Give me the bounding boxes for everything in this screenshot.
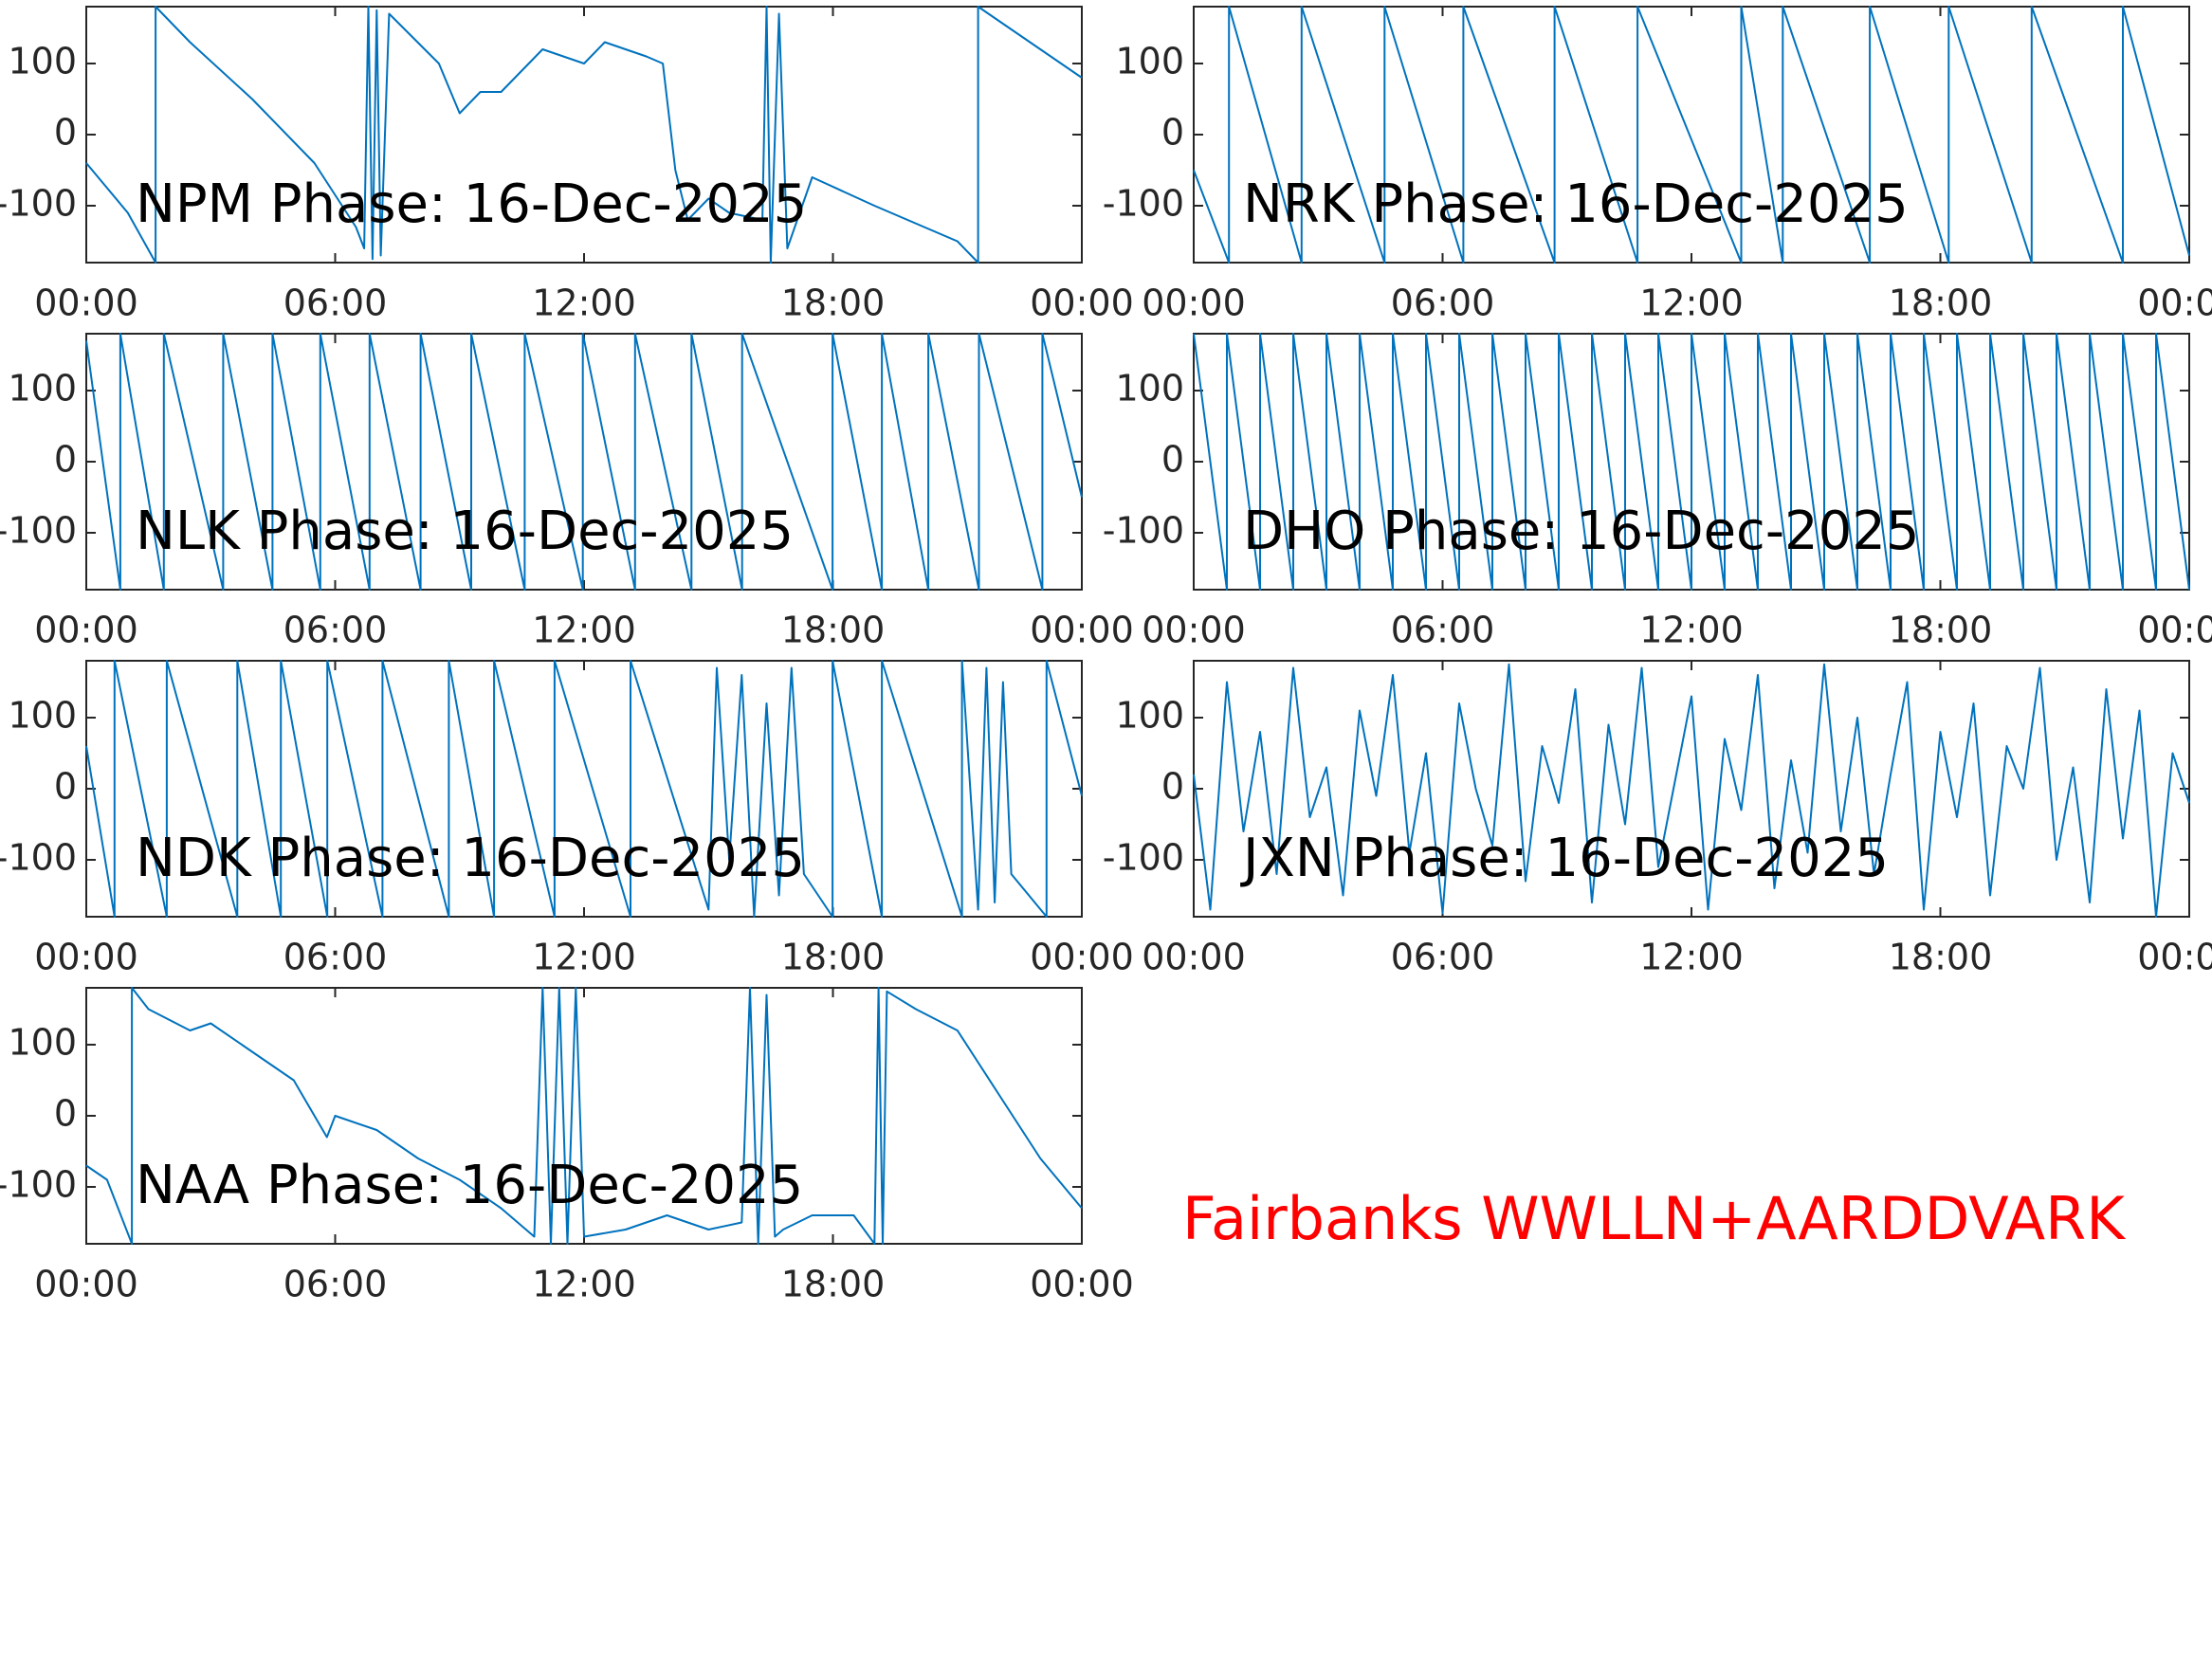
subplot-title: NDK Phase: 16-Dec-2025 [136,828,805,889]
x-tick-label: 00:00 [1030,283,1134,324]
x-tick-label: 00:00 [34,610,138,651]
y-tick-label: 100 [1115,41,1184,82]
phase-line [1193,6,2190,264]
y-tick-label: -100 [0,1164,77,1206]
x-tick-label: 12:00 [532,937,636,978]
subplot: -100 0 100 00:00 06:00 12:00 18:00 00:00 NAA Pha… [0,987,1134,1305]
y-tick-label: 100 [8,1022,77,1064]
x-tick-label: 18:00 [1889,610,1993,651]
x-tick-label: 00:00 [2137,283,2212,324]
subplot-title: NPM Phase: 16-Dec-2025 [136,173,807,235]
x-tick-label: 00:00 [1030,610,1134,651]
y-tick-label: 100 [1115,368,1184,410]
x-tick-label: 00:00 [1142,610,1246,651]
y-tick-label: -100 [1103,510,1184,552]
y-tick-label: 0 [1161,112,1184,154]
x-tick-label: 18:00 [1889,937,1993,978]
y-tick-label: 100 [8,695,77,737]
subplot-title: DHO Phase: 16-Dec-2025 [1243,501,1920,562]
phase-line [85,660,1083,918]
subplot-title: NLK Phase: 16-Dec-2025 [136,501,794,562]
y-tick-label: 0 [54,439,77,481]
y-tick-label: 0 [1161,766,1184,808]
phase-line [85,987,1083,1245]
x-tick-label: 12:00 [532,610,636,651]
x-tick-label: 06:00 [283,283,388,324]
x-tick-label: 12:00 [1639,937,1744,978]
x-tick-label: 06:00 [283,937,388,978]
y-tick-label: -100 [0,837,77,879]
phase-line [1193,333,2190,591]
x-tick-label: 00:00 [1142,283,1246,324]
x-tick-label: 00:00 [34,283,138,324]
y-tick-label: -100 [0,510,77,552]
x-tick-label: 18:00 [781,937,886,978]
y-tick-label: -100 [0,183,77,225]
y-tick-label: 0 [54,1093,77,1135]
x-tick-label: 18:00 [781,283,886,324]
y-tick-label: -100 [1103,837,1184,879]
subplot: -100 0 100 00:00 06:00 12:00 18:00 00:00 NRK Pha… [1103,6,2212,324]
x-tick-label: 00:00 [1142,937,1246,978]
x-tick-label: 12:00 [1639,610,1744,651]
x-tick-label: 12:00 [1639,283,1744,324]
x-tick-label: 00:00 [1030,937,1134,978]
x-tick-label: 06:00 [1391,283,1495,324]
y-tick-label: 100 [8,41,77,82]
x-tick-label: 12:00 [532,1264,636,1305]
x-tick-label: 06:00 [283,610,388,651]
annotation: Fairbanks WWLLN+AARDDVARK [1182,1184,2126,1253]
y-tick-label: 100 [8,368,77,410]
x-tick-label: 00:00 [1030,1264,1134,1305]
x-tick-label: 06:00 [1391,610,1495,651]
x-tick-label: 00:00 [2137,610,2212,651]
x-tick-label: 06:00 [283,1264,388,1305]
x-tick-label: 00:00 [34,1264,138,1305]
subplot-title: JXN Phase: 16-Dec-2025 [1240,828,1889,889]
x-tick-label: 18:00 [781,1264,886,1305]
subplot: -100 0 100 00:00 06:00 12:00 18:00 00:00 NLK Pha… [0,333,1134,651]
x-tick-label: 18:00 [1889,283,1993,324]
y-tick-label: 0 [1161,439,1184,481]
x-tick-label: 00:00 [34,937,138,978]
subplot: -100 0 100 00:00 06:00 12:00 18:00 00:00 JXN Pha… [1103,660,2212,978]
y-tick-label: 0 [54,766,77,808]
x-tick-label: 12:00 [532,283,636,324]
subplot: -100 0 100 00:00 06:00 12:00 18:00 00:00 DHO Pha… [1103,333,2212,651]
phase-line [85,6,1083,264]
phase-line [85,333,1083,591]
y-tick-label: -100 [1103,183,1184,225]
x-tick-label: 06:00 [1391,937,1495,978]
subplot-title: NRK Phase: 16-Dec-2025 [1243,173,1909,235]
x-tick-label: 00:00 [2137,937,2212,978]
subplot: -100 0 100 00:00 06:00 12:00 18:00 00:00 NDK Pha… [0,660,1134,978]
subplot: -100 0 100 00:00 06:00 12:00 18:00 00:00 NPM Pha… [0,6,1134,324]
y-tick-label: 100 [1115,695,1184,737]
x-tick-label: 18:00 [781,610,886,651]
subplot-title: NAA Phase: 16-Dec-2025 [136,1155,803,1216]
y-tick-label: 0 [54,112,77,154]
phase-line [1193,663,2190,918]
